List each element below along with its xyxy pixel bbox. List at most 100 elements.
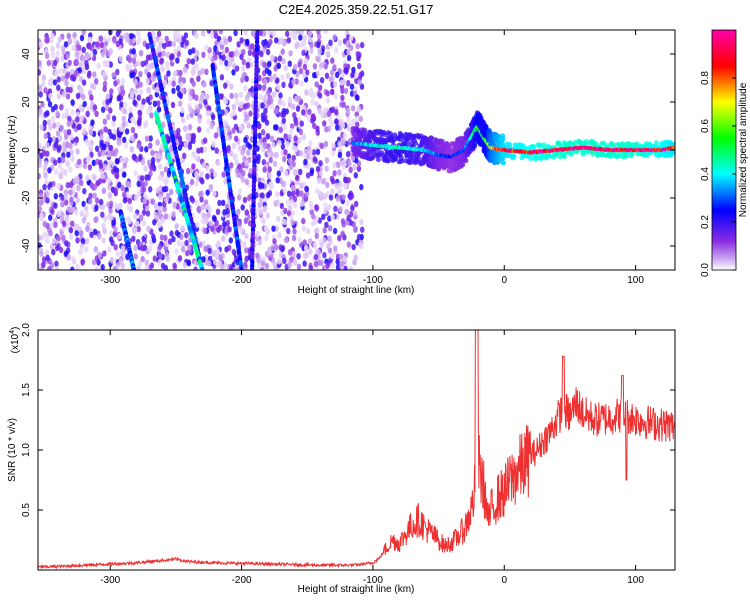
spectrogram-cell — [60, 211, 65, 219]
spectrogram-cell — [38, 262, 42, 269]
spectrogram-cell — [66, 254, 72, 261]
spectrogram-cell — [295, 41, 300, 48]
spectrogram-cell — [146, 71, 152, 79]
spectrogram-cell — [187, 123, 193, 131]
spectrogram-cell — [133, 78, 138, 86]
spectrogram-cell — [340, 218, 346, 225]
spectrogram-cell — [330, 188, 335, 195]
spectrogram-cell — [226, 125, 231, 133]
spectrogram-cell — [40, 101, 45, 108]
spectrogram-cell — [205, 165, 210, 172]
spectrogram-cell — [314, 204, 319, 211]
spectrogram-cell — [332, 81, 338, 88]
spectrogram-cell — [171, 80, 176, 87]
spectrogram-cell — [189, 89, 194, 96]
spectrogram-cell — [201, 203, 206, 211]
spectrogram-cell — [268, 172, 273, 180]
spectrogram-cell — [133, 194, 139, 201]
spectrogram-cell — [61, 225, 66, 232]
spectrogram-cell — [38, 234, 41, 242]
spectrogram-halo-cell — [398, 155, 404, 161]
spectrogram-cell — [301, 109, 306, 116]
spectrogram-cell — [173, 48, 178, 55]
spectrogram-halo-cell — [500, 155, 506, 161]
spectrogram-cell — [194, 32, 199, 39]
spectrogram-cell — [196, 75, 201, 82]
spectrogram-cell — [236, 208, 241, 215]
spectrogram-cell — [185, 167, 191, 175]
spectrogram-cell — [133, 253, 138, 260]
spectrogram-cell — [70, 266, 75, 270]
spectrogram-cell — [65, 52, 70, 59]
spectrogram-cell — [109, 88, 114, 95]
spectrogram-cell — [122, 101, 128, 109]
spectrogram-cell — [221, 235, 226, 242]
spectrogram-cell — [337, 169, 342, 176]
spectrogram-cell — [288, 50, 293, 57]
spectrogram-cell — [90, 83, 95, 90]
spectrogram-cell — [153, 152, 159, 159]
spectrogram-cell — [218, 93, 223, 100]
spectrogram-cell — [149, 62, 154, 69]
spectrogram-cell — [188, 95, 193, 102]
spectrogram-cell — [268, 38, 273, 46]
spectrogram-cell — [94, 255, 100, 262]
spectrogram-cell — [234, 92, 239, 99]
spectrogram-cell — [38, 143, 42, 150]
spectrogram-cell — [308, 148, 313, 155]
spectrogram-cell — [340, 87, 345, 94]
spectrogram-cell — [264, 235, 269, 242]
spectrogram-cell — [63, 41, 69, 48]
spectrogram-cell — [323, 107, 328, 114]
spectrogram-cell — [276, 62, 281, 69]
spectrogram-cell — [290, 184, 296, 192]
spectrogram-cell — [271, 91, 277, 98]
spectrogram-cell — [229, 265, 234, 270]
spectrogram-cell — [85, 53, 91, 60]
spectrogram-cell — [155, 86, 160, 93]
spectrogram-cell — [241, 144, 247, 151]
snr-x-tick-label: -200 — [232, 575, 252, 586]
spectrogram-cell — [74, 136, 79, 144]
spectrogram-cell — [133, 244, 138, 252]
spectrogram-cell — [292, 63, 298, 71]
spectrogram-cell — [133, 88, 139, 95]
spectrogram-cell — [140, 255, 145, 263]
spectrogram-cell — [234, 135, 239, 142]
spectrogram-cell — [79, 230, 84, 237]
spectrogram-x-tick-label: -200 — [232, 275, 252, 286]
spectrogram-cell — [291, 190, 296, 197]
spectrogram-cell — [92, 192, 97, 199]
spectrogram-cell — [44, 178, 49, 186]
spectrogram-cell — [328, 39, 333, 46]
spectrogram-cell — [319, 61, 324, 69]
spectrogram-cell — [128, 39, 133, 46]
spectrogram-cell — [129, 146, 134, 153]
spectrogram-cell — [85, 157, 91, 164]
spectrogram-cell — [50, 51, 56, 58]
spectrogram-cell — [58, 246, 64, 254]
spectrogram-cell — [302, 260, 307, 267]
spectrogram-cell — [267, 166, 272, 173]
spectrogram-cell — [246, 194, 252, 202]
spectrogram-cell — [131, 153, 137, 160]
spectrogram-cell — [281, 57, 286, 65]
spectrogram-cell — [94, 110, 99, 118]
spectrogram-cell — [161, 176, 166, 183]
spectrogram-cell — [130, 116, 135, 124]
spectrogram-cell — [80, 258, 86, 265]
spectrogram-halo-cell — [511, 153, 517, 159]
spectrogram-cell — [153, 202, 158, 209]
spectrogram-cell — [200, 218, 206, 225]
spectrogram-cell — [60, 75, 66, 82]
spectrogram-cell — [357, 79, 362, 86]
spectrogram-cell — [344, 177, 349, 184]
spectrogram-cell — [277, 232, 282, 239]
spectrogram-cell — [356, 233, 362, 241]
spectrogram-cell — [68, 189, 73, 196]
spectrogram-cell — [54, 266, 60, 270]
spectrogram-cell — [199, 171, 204, 178]
spectrogram-cell — [345, 107, 351, 114]
spectrogram-cell — [158, 252, 163, 259]
spectrogram-cell — [330, 88, 335, 96]
